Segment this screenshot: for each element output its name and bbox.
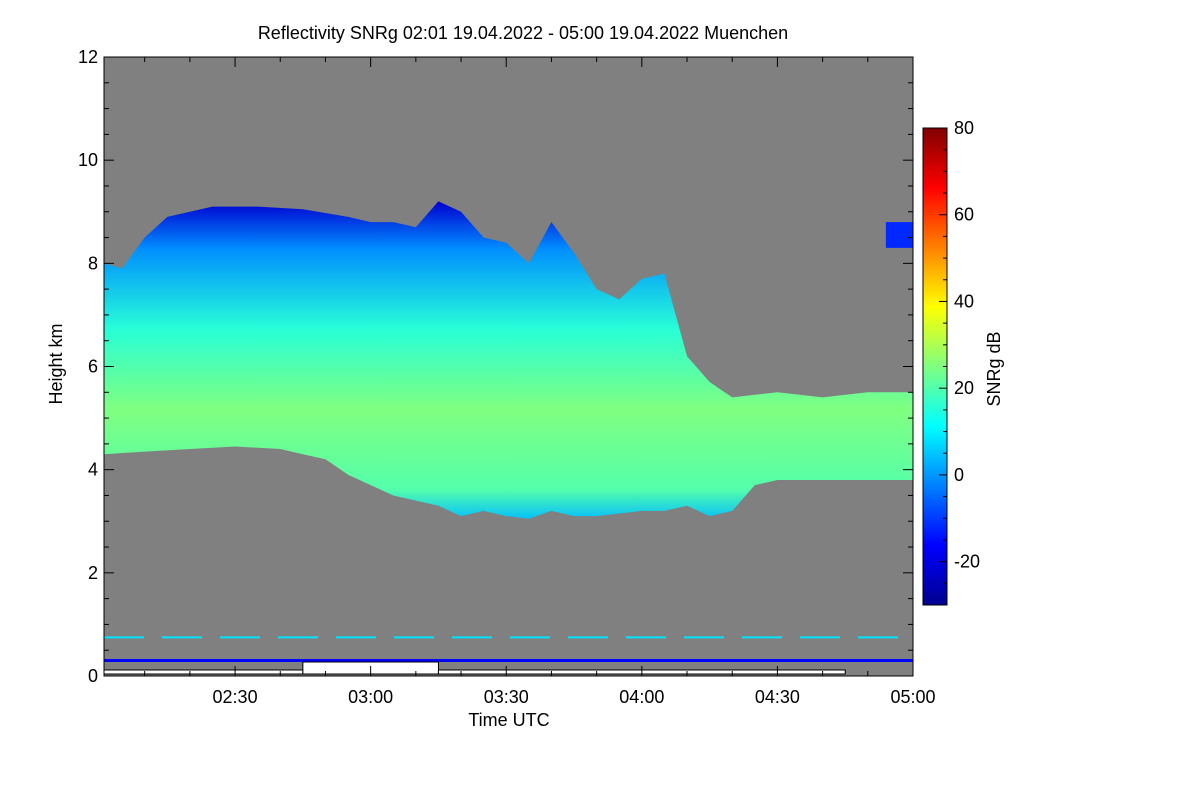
cbar-tick-label-3: 40 bbox=[954, 291, 974, 311]
y-tick-label-1: 2 bbox=[88, 563, 98, 583]
y-axis: 0 2 4 6 8 10 12 bbox=[78, 47, 913, 686]
data-layer bbox=[104, 201, 913, 663]
x-axis: 02:30 03:00 03:30 04:00 04:30 05:00 bbox=[144, 57, 936, 707]
cbar-tick-label-0: -20 bbox=[954, 552, 980, 572]
x-tick-label-3: 04:00 bbox=[619, 687, 664, 707]
cbar-tick-label-2: 20 bbox=[954, 378, 974, 398]
y-tick-label-2: 4 bbox=[88, 460, 98, 480]
y-axis-label: Height km bbox=[46, 323, 66, 404]
chart-title: Reflectivity SNRg 02:01 19.04.2022 - 05:… bbox=[258, 23, 788, 43]
x-tick-label-4: 04:30 bbox=[755, 687, 800, 707]
colorbar-axis: -20 0 20 40 60 80 bbox=[939, 118, 980, 606]
y-tick-label-4: 8 bbox=[88, 253, 98, 273]
colorbar-label: SNRg dB bbox=[984, 331, 1004, 406]
cbar-tick-label-1: 0 bbox=[954, 465, 964, 485]
x-tick-label-0: 02:30 bbox=[213, 687, 258, 707]
y-tick-label-6: 12 bbox=[78, 47, 98, 67]
cbar-tick-label-5: 80 bbox=[954, 118, 974, 138]
cloud-patch-0 bbox=[885, 222, 913, 248]
x-tick-label-1: 03:00 bbox=[348, 687, 393, 707]
x-tick-label-2: 03:30 bbox=[484, 687, 529, 707]
x-axis-label: Time UTC bbox=[468, 710, 549, 730]
status-bar-segment-0 bbox=[103, 669, 304, 675]
cbar-tick-label-4: 60 bbox=[954, 205, 974, 225]
y-tick-label-5: 10 bbox=[78, 150, 98, 170]
y-tick-label-3: 6 bbox=[88, 357, 98, 377]
cloud-region bbox=[104, 201, 913, 519]
x-tick-label-5: 05:00 bbox=[890, 687, 935, 707]
y-tick-label-0: 0 bbox=[88, 666, 98, 686]
